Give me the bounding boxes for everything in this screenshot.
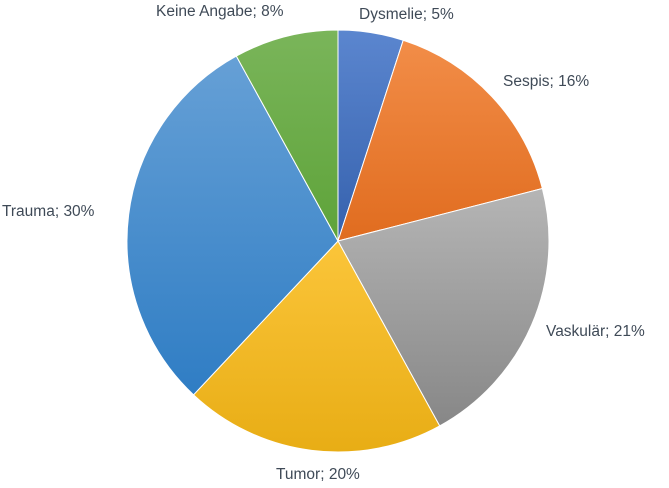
pie-slice-keine-angabe bbox=[235, 29, 339, 242]
slice-label-dysmelie: Dysmelie; 5% bbox=[359, 6, 454, 23]
pie-slice-sespis bbox=[337, 39, 543, 242]
slice-label-sespis: Sespis; 16% bbox=[503, 73, 590, 90]
pie-slice-trauma bbox=[126, 55, 339, 396]
slice-label-trauma: Trauma; 30% bbox=[2, 203, 95, 220]
pie-slice-tumor bbox=[193, 240, 441, 453]
pie-slices bbox=[126, 29, 550, 453]
slice-label-vaskular: Vaskulär; 21% bbox=[546, 323, 645, 340]
pie-slice-vaskul-r bbox=[337, 188, 550, 427]
slice-label-keine-angabe: Keine Angabe; 8% bbox=[156, 3, 284, 20]
slice-label-tumor: Tumor; 20% bbox=[276, 466, 360, 483]
